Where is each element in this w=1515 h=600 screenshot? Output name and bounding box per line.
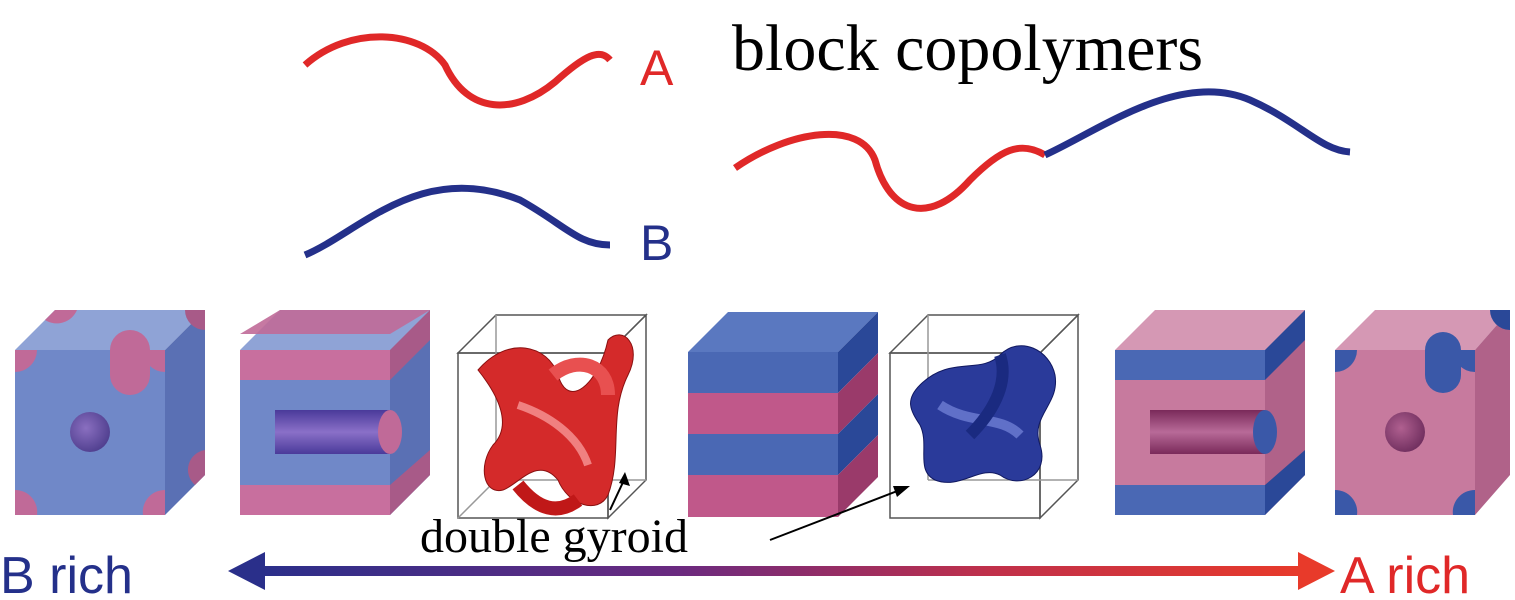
cube-gyroid-b [888, 313, 1080, 520]
axis-arrowhead-left [228, 552, 265, 590]
axis-arrow [255, 566, 1305, 576]
cube-gyroid-a [456, 313, 648, 520]
axis-right-label: A rich [1340, 547, 1470, 600]
chain-b [303, 184, 611, 259]
label-a: A [640, 40, 674, 96]
annotation-pointer [769, 489, 901, 541]
annotation-arrowhead [893, 486, 910, 497]
axis-left-label: B rich [0, 547, 133, 600]
cube-cylinders-a [1115, 310, 1305, 515]
chain-a [302, 33, 613, 109]
cube-lamellae [688, 312, 878, 517]
cube-spheres-b [15, 310, 205, 515]
title: block copolymers [732, 12, 1203, 85]
copolymer-b [1043, 88, 1351, 159]
label-b: B [640, 215, 673, 271]
annotation-arrowhead [619, 472, 630, 486]
axis-arrowhead-right [1298, 552, 1335, 590]
annotation: double gyroid [420, 510, 688, 563]
copolymer-a [733, 130, 1047, 212]
cube-spheres-a [1335, 310, 1510, 515]
cube-cylinders-b [240, 310, 430, 515]
